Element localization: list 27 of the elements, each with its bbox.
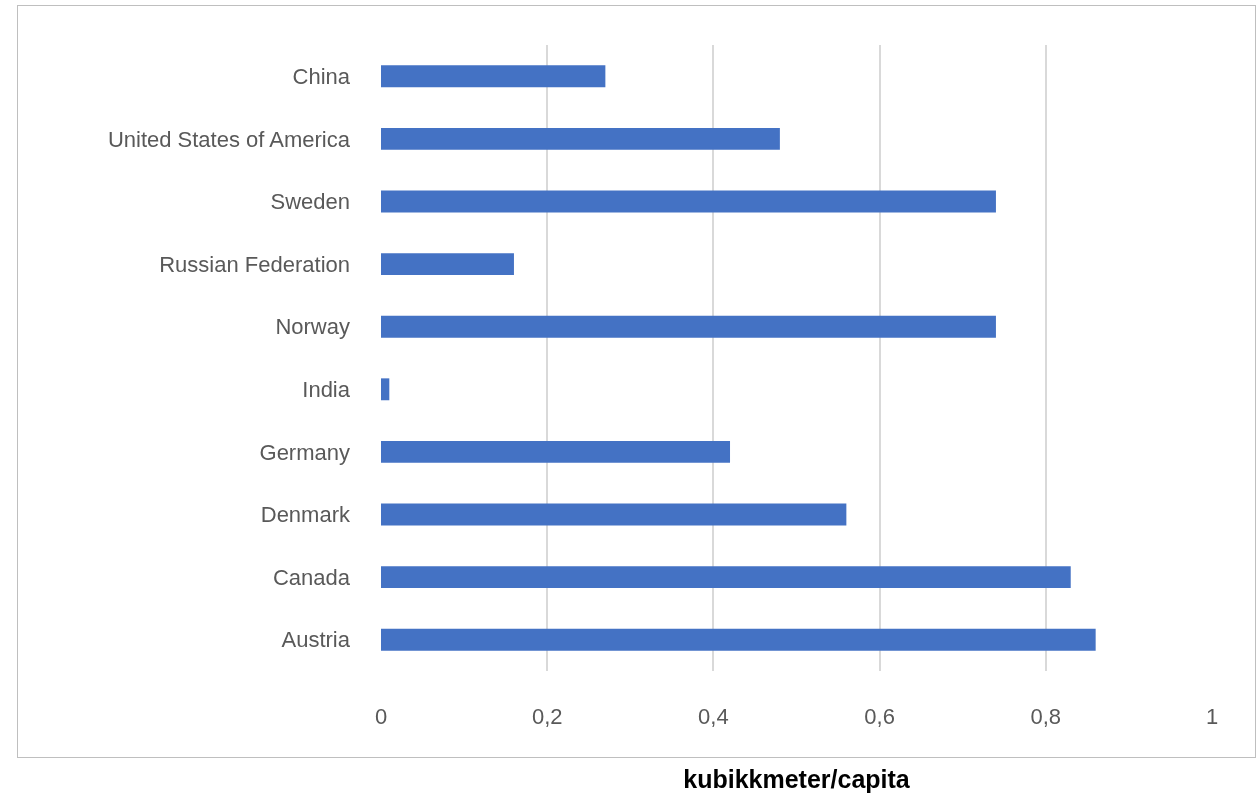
bar [381, 127, 780, 150]
y-tick-label: Sweden [270, 189, 350, 215]
y-tick-label: Norway [275, 314, 350, 340]
y-tick-label: United States of America [107, 126, 351, 152]
x-tick-label: 0,8 [1030, 704, 1062, 729]
y-tick-label: Germany [259, 439, 350, 465]
y-tick-label: India [302, 377, 351, 402]
bar [381, 378, 390, 401]
y-tick-label: Russian Federation [159, 251, 350, 277]
y-tick-label: China [292, 64, 351, 89]
bar [381, 566, 1071, 589]
bar [381, 628, 1096, 651]
x-tick-label: 0,2 [531, 704, 563, 729]
x-axis-title: kubikkmeter/capita [683, 765, 911, 793]
x-tick-label: 0,4 [698, 704, 729, 729]
bar [381, 315, 996, 338]
y-tick-label: Denmark [260, 502, 351, 528]
x-tick-label: 1 [1205, 704, 1219, 729]
bar [381, 440, 731, 463]
x-tick-label: 0,6 [864, 704, 895, 729]
bar [381, 503, 847, 526]
y-tick-label: Canada [272, 564, 351, 590]
bar [381, 65, 606, 88]
bar [381, 190, 996, 213]
bar [381, 253, 514, 276]
y-tick-label: Austria [281, 627, 351, 653]
x-tick-label: 0 [374, 704, 388, 729]
